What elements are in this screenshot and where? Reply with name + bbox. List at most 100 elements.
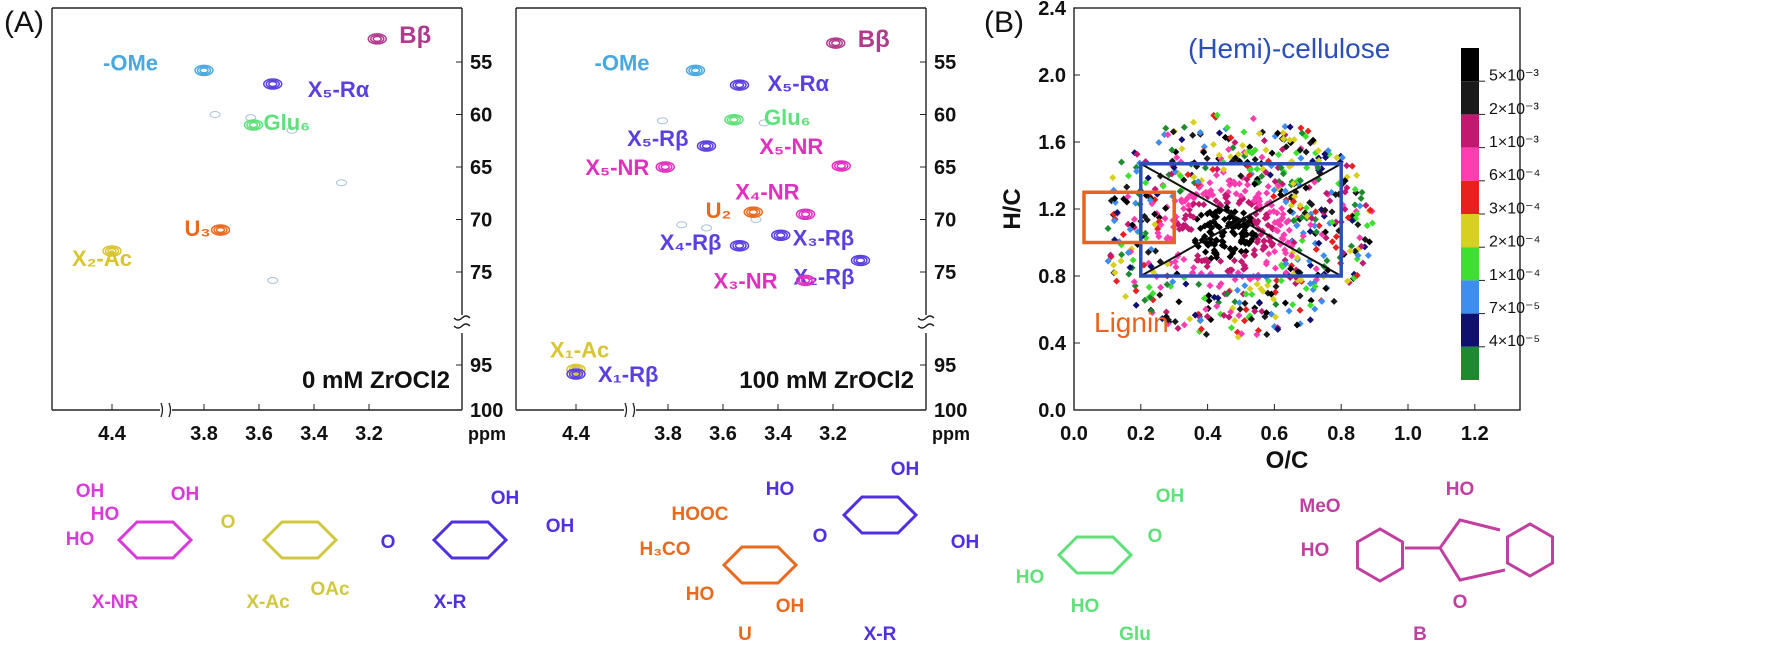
x-tick-label: 1.0 [1394,423,1422,445]
data-point [1279,210,1287,218]
data-point [1332,191,1340,199]
data-point [1353,171,1361,179]
x-tick-label: 4.4 [562,423,591,445]
y-axis-break-mark [453,315,471,329]
data-point [1321,206,1329,214]
data-point [1225,177,1233,185]
colorbar-segment [1461,114,1479,148]
data-point [1241,187,1249,195]
panel-label-a: (A) [4,6,44,39]
data-point [1215,283,1223,291]
y-tick-label: 65 [470,157,492,179]
data-point [1240,128,1248,136]
x-tick-label: 3.8 [190,423,218,445]
data-point [1307,301,1315,309]
data-point [1207,254,1215,262]
x-tick-label: 1.2 [1461,423,1489,445]
data-point [1155,138,1163,146]
peak-contour [199,67,209,74]
data-point [1235,311,1243,319]
data-point [1130,215,1138,223]
data-point [1244,181,1252,189]
peak-label: X₄-Rβ [660,230,722,255]
ring-u [721,545,799,585]
data-point [1231,276,1239,284]
data-point [1113,277,1121,285]
data-point [1147,307,1155,315]
data-point [1255,130,1263,138]
data-point [1322,234,1330,242]
data-point [1303,164,1311,172]
peak-label: X₃-Rβ [793,225,855,250]
data-point [1206,179,1214,187]
colorbar-label: 6×10⁻⁴ [1489,167,1540,184]
data-point [1151,210,1159,218]
y-tick-label: 75 [934,262,956,284]
peak-contour [370,34,385,44]
data-point [1124,249,1132,257]
data-point [1201,222,1209,230]
peak-contour [800,277,811,284]
data-point [1236,197,1244,205]
data-point [1217,257,1225,265]
data-point [1111,269,1119,277]
data-point [1144,248,1152,256]
data-point [1164,316,1172,324]
structure-group-label: HO [1301,540,1330,561]
data-point [1230,257,1238,265]
x-tick-label: 3.4 [764,423,793,445]
data-point [1258,172,1266,180]
data-point [1231,139,1239,147]
data-point [1298,213,1306,221]
data-point [1267,290,1275,298]
data-point [1219,238,1227,246]
data-point [1312,228,1320,236]
data-point [1262,146,1270,154]
peak-contour [372,35,382,43]
peak-contour [196,65,212,75]
data-point [1205,297,1213,305]
peak-contour [215,226,226,234]
data-point [1146,196,1154,204]
data-point [1200,148,1208,156]
data-point [1286,123,1294,131]
data-point [1159,182,1167,190]
structure-group-label: HO [1016,567,1045,588]
data-point [1348,162,1356,170]
data-point [1246,285,1254,293]
data-point [1307,296,1315,304]
weak-contour [286,126,298,134]
y-tick-label: 0.8 [1038,266,1066,288]
data-point [1227,308,1235,316]
data-point [1202,305,1210,313]
data-point [1321,150,1329,158]
colorbar-label: 3×10⁻⁴ [1489,200,1540,217]
data-point [1328,238,1336,246]
data-point [1194,252,1202,260]
data-point [1195,280,1203,288]
data-point [1258,153,1266,161]
structure-name: U [738,624,752,645]
data-point [1220,165,1228,173]
data-point [1212,197,1220,205]
data-point [1263,189,1271,197]
y-tick-label: 55 [934,52,956,74]
data-point [1271,247,1279,255]
data-point [1174,324,1182,332]
data-point [1302,204,1310,212]
data-point [1315,239,1323,247]
data-point [1125,172,1133,180]
colorbar-label: 4×10⁻⁵ [1489,333,1540,350]
peak-contour [699,141,714,151]
condition-label: 100 mM ZrOCl2 [739,367,914,394]
data-point [1346,247,1354,255]
structure-name: X-Ac [246,592,290,613]
data-point [1356,234,1364,242]
data-point [1157,221,1165,229]
structure-group-label: O [1453,592,1468,613]
data-point [1173,154,1181,162]
data-point [1162,124,1170,132]
peak-contour [771,229,791,241]
data-point [1200,201,1208,209]
data-point [1338,154,1346,162]
